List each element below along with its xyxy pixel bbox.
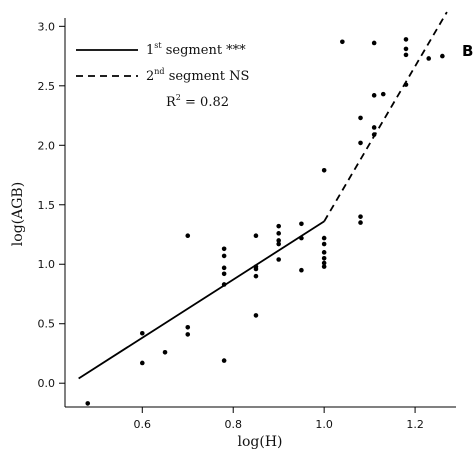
data-point xyxy=(358,220,363,225)
data-point xyxy=(403,82,409,87)
data-point xyxy=(440,53,445,59)
y-axis-ticks: 0.0 0.5 1.0 1.5 2.0 2.5 3.0 xyxy=(38,20,65,390)
data-point xyxy=(371,93,377,98)
data-point xyxy=(299,221,304,227)
data-point xyxy=(403,37,409,42)
data-point xyxy=(358,140,363,146)
data-point xyxy=(221,246,227,252)
data-point xyxy=(162,349,168,355)
data-point xyxy=(253,266,259,272)
data-point xyxy=(340,39,345,45)
data-points xyxy=(85,37,445,406)
data-point xyxy=(185,233,191,238)
data-point xyxy=(403,52,409,58)
data-point xyxy=(371,132,377,137)
y-tick-label: 1.5 xyxy=(38,199,56,212)
data-point xyxy=(426,56,432,61)
y-axis-title: log(AGB) xyxy=(10,182,26,246)
data-point xyxy=(253,313,259,318)
data-point xyxy=(253,233,259,238)
legend-seg1-label: 1st segment *** xyxy=(146,41,246,58)
data-point xyxy=(276,238,281,243)
regression-segment-2 xyxy=(323,11,448,222)
data-point xyxy=(371,40,377,46)
data-point xyxy=(276,257,281,262)
data-point xyxy=(321,167,327,173)
data-point xyxy=(358,115,363,121)
data-point xyxy=(299,267,304,273)
legend-r-squared: R2 = 0.82 xyxy=(166,93,229,110)
legend: 1st segment *** 2nd segment NS R2 = 0.82 xyxy=(76,41,249,110)
data-point xyxy=(321,260,327,266)
regression-segments xyxy=(78,11,448,380)
data-point xyxy=(85,401,91,406)
x-axis-title: log(H) xyxy=(237,434,282,450)
regression-segment-1 xyxy=(78,220,325,380)
x-tick-label: 0.8 xyxy=(224,418,242,431)
y-tick-label: 2.5 xyxy=(38,80,56,93)
panel-label: B xyxy=(462,42,473,60)
data-point xyxy=(139,360,145,366)
data-point xyxy=(221,358,227,363)
data-point xyxy=(321,235,327,241)
x-axis-ticks: 0.6 0.8 1.0 1.2 xyxy=(134,407,424,431)
data-point xyxy=(253,273,259,279)
x-tick-label: 1.2 xyxy=(406,418,424,431)
data-point xyxy=(221,265,227,271)
data-point xyxy=(321,241,327,247)
data-point xyxy=(221,253,227,259)
y-tick-label: 1.0 xyxy=(38,258,56,271)
data-point xyxy=(221,271,227,277)
data-point xyxy=(321,255,327,261)
x-tick-label: 0.6 xyxy=(134,418,152,431)
data-point xyxy=(403,46,409,52)
data-point xyxy=(371,125,377,130)
x-tick-label: 1.0 xyxy=(315,418,333,431)
data-point xyxy=(321,250,327,255)
data-point xyxy=(185,324,191,330)
data-point xyxy=(380,91,386,97)
data-point xyxy=(276,241,281,247)
data-point xyxy=(321,264,327,269)
data-point xyxy=(185,332,191,337)
data-point xyxy=(221,282,227,287)
y-tick-label: 3.0 xyxy=(38,20,56,33)
data-point xyxy=(358,214,363,219)
legend-seg2-label: 2nd segment NS xyxy=(146,67,249,84)
data-point xyxy=(276,231,281,236)
y-tick-label: 2.0 xyxy=(38,139,56,152)
y-tick-label: 0.0 xyxy=(38,377,56,390)
data-point xyxy=(299,235,304,241)
data-point xyxy=(139,330,145,336)
data-point xyxy=(276,223,281,229)
y-tick-label: 0.5 xyxy=(38,318,56,331)
